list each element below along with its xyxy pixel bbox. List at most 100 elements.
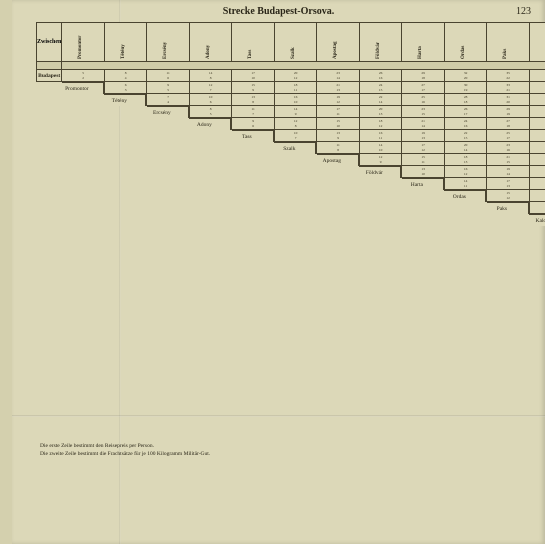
row-header: Harta xyxy=(402,178,445,190)
fare-cell: 52 xyxy=(62,70,105,82)
fare-cell: 3019 xyxy=(444,82,487,94)
fare-cell: 2013 xyxy=(359,106,402,118)
row-header: Ordas xyxy=(444,190,487,202)
fare-cell: 2214 xyxy=(359,94,402,106)
fare-cell: 3623 xyxy=(529,82,545,94)
fare-cell: 2616 xyxy=(359,70,402,82)
fare-cell: 138 xyxy=(232,94,275,106)
row-header: Promontor xyxy=(62,82,105,94)
fare-cell: 128 xyxy=(274,118,317,130)
currency-subheader: Oesterreichische Währung Silber xyxy=(62,62,545,70)
fare-cell: 1710 xyxy=(232,70,275,82)
fare-cell: 3522 xyxy=(487,70,530,82)
fare-cell: 2215 xyxy=(444,130,487,142)
fare-cell: 2012 xyxy=(274,70,317,82)
fare-cell: 1510 xyxy=(317,118,360,130)
fare-cell: 2114 xyxy=(402,118,445,130)
fare-cell: 1711 xyxy=(317,106,360,118)
fare-cell: 2517 xyxy=(487,130,530,142)
fare-cell: 2818 xyxy=(444,94,487,106)
page-number: 123 xyxy=(516,6,531,17)
row-header: Tass xyxy=(232,130,275,142)
fare-cell: 2416 xyxy=(444,118,487,130)
fare-cell: 2618 xyxy=(529,142,545,154)
column-header: Ordas xyxy=(444,23,487,62)
fare-cell: 2918 xyxy=(402,70,445,82)
fare-cell: 3422 xyxy=(529,94,545,106)
fare-cell: 139 xyxy=(317,130,360,142)
fare-cell: 107 xyxy=(274,130,317,142)
fare-cell: 2516 xyxy=(402,94,445,106)
fare-cell: 1713 xyxy=(487,178,530,190)
footnote-line1: Die erste Zeile bestimmt den Reisepreis … xyxy=(40,442,210,450)
fare-cell: 1912 xyxy=(317,94,360,106)
column-header: Tass xyxy=(232,23,275,62)
fare-cell: 159 xyxy=(232,82,275,94)
fare-cell: 1512 xyxy=(487,190,530,202)
fare-cell: 1410 xyxy=(359,142,402,154)
fare-cell: 2015 xyxy=(529,178,545,190)
fare-cell: 1811 xyxy=(274,82,317,94)
footnote: Die erste Zeile bestimmt den Reisepreis … xyxy=(40,442,210,458)
fare-cell: 1812 xyxy=(359,118,402,130)
fare-cell: 2115 xyxy=(487,154,530,166)
row-header: Kalocsa xyxy=(529,214,545,226)
fare-cell: 1411 xyxy=(444,178,487,190)
fare-cell: 95 xyxy=(147,82,190,94)
fare-cell: 148 xyxy=(189,70,232,82)
fare-cell: 2316 xyxy=(487,142,530,154)
fare-cell: 2819 xyxy=(529,130,545,142)
fare-cell: 117 xyxy=(232,106,275,118)
column-header: Tétény xyxy=(104,23,147,62)
fare-cell: 3824 xyxy=(529,70,545,82)
fare-cell: 2314 xyxy=(317,70,360,82)
column-header: Földvár xyxy=(359,23,402,62)
fare-cell: 2919 xyxy=(487,106,530,118)
fare-cell: 3220 xyxy=(444,70,487,82)
row-header: Szalk xyxy=(274,142,317,154)
column-header: Ercsény xyxy=(147,23,190,62)
fare-cell: 149 xyxy=(274,106,317,118)
page-title: Strecke Budapest-Orsova. xyxy=(12,6,545,17)
fare-cell: 3321 xyxy=(487,82,530,94)
fare-cell: 2718 xyxy=(487,118,530,130)
column-header: Promontor xyxy=(62,23,105,62)
row-header: Paks xyxy=(487,202,530,214)
fare-cell: 2014 xyxy=(444,142,487,154)
column-header: Apostag xyxy=(317,23,360,62)
fare-cell: 1914 xyxy=(487,166,530,178)
fare-cell: 1310 xyxy=(402,166,445,178)
fare-cell: 85 xyxy=(189,106,232,118)
fare-cell: 1813 xyxy=(444,154,487,166)
fare-cell: 118 xyxy=(317,142,360,154)
fare-cell: 1612 xyxy=(444,166,487,178)
row-header: Apostag xyxy=(317,154,360,166)
fare-cell: 2417 xyxy=(529,154,545,166)
fare-cell: 2415 xyxy=(359,82,402,94)
row-header: Földvár xyxy=(359,166,402,178)
fare-cell: 3020 xyxy=(529,118,545,130)
fare-cell: 129 xyxy=(359,154,402,166)
footnote-line2: Die zweite Zeile bestimmt die Frachtsätz… xyxy=(40,450,210,458)
column-header: Adony xyxy=(189,23,232,62)
fare-cell: 2113 xyxy=(317,82,360,94)
row-header: Ercsény xyxy=(147,106,190,118)
fare-cell: 1913 xyxy=(402,130,445,142)
row-header: Adony xyxy=(189,118,232,130)
column-header: Harta xyxy=(402,23,445,62)
fare-cell: 1611 xyxy=(359,130,402,142)
fare-cell: 96 xyxy=(232,118,275,130)
fare-cell: 1613 xyxy=(529,202,545,214)
fare-cell: 2315 xyxy=(402,106,445,118)
fare-cell: 84 xyxy=(104,70,147,82)
fare-cell: 1511 xyxy=(402,154,445,166)
row-header: Tétény xyxy=(104,94,147,106)
fare-cell: 63 xyxy=(104,82,147,94)
fare-cell: 127 xyxy=(189,82,232,94)
fare-cell: 106 xyxy=(189,94,232,106)
column-header: Szalk xyxy=(274,23,317,62)
fare-cell: 1712 xyxy=(402,142,445,154)
fare-cell: 2216 xyxy=(529,166,545,178)
fare-cell: 1610 xyxy=(274,94,317,106)
fare-cell: 3221 xyxy=(529,106,545,118)
